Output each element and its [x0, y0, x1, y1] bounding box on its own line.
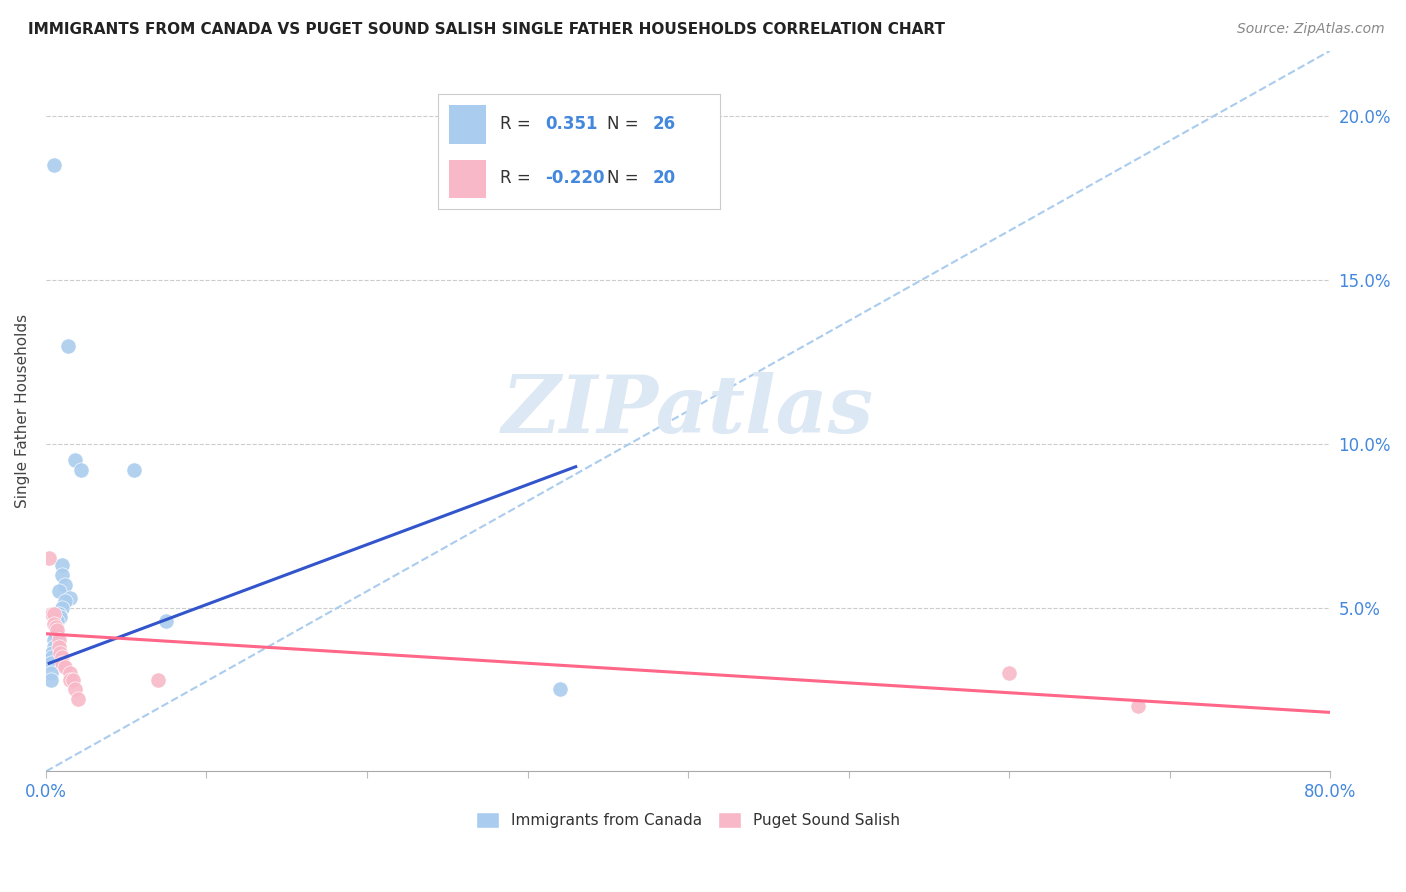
Point — [59, 591, 82, 605]
Point — [45, 627, 67, 641]
Point — [39, 657, 62, 671]
Point — [53, 594, 76, 608]
Point — [42, 633, 65, 648]
Point — [49, 610, 72, 624]
Point — [48, 640, 70, 654]
Point — [49, 647, 72, 661]
Point — [45, 620, 67, 634]
Text: Source: ZipAtlas.com: Source: ZipAtlas.com — [1237, 22, 1385, 37]
Point — [46, 614, 69, 628]
Point — [155, 614, 177, 628]
Y-axis label: Single Father Households: Single Father Households — [15, 314, 30, 508]
Point — [998, 666, 1021, 681]
Point — [42, 616, 65, 631]
Point — [67, 692, 90, 706]
Point — [51, 657, 73, 671]
Point — [41, 607, 63, 621]
Point — [59, 666, 82, 681]
Point — [39, 666, 62, 681]
Text: IMMIGRANTS FROM CANADA VS PUGET SOUND SALISH SINGLE FATHER HOUSEHOLDS CORRELATIO: IMMIGRANTS FROM CANADA VS PUGET SOUND SA… — [28, 22, 945, 37]
Point — [51, 600, 73, 615]
Point — [48, 633, 70, 648]
Point — [38, 551, 60, 566]
Legend: Immigrants from Canada, Puget Sound Salish: Immigrants from Canada, Puget Sound Sali… — [468, 805, 907, 836]
Point — [70, 463, 93, 477]
Point — [48, 584, 70, 599]
Point — [51, 649, 73, 664]
Text: ZIPatlas: ZIPatlas — [502, 372, 875, 450]
Point — [42, 607, 65, 621]
Point — [548, 682, 571, 697]
Point — [62, 673, 84, 687]
Point — [122, 463, 145, 477]
Point — [58, 338, 80, 352]
Point — [1126, 698, 1149, 713]
Point — [42, 158, 65, 172]
Point — [63, 453, 86, 467]
Point — [41, 649, 63, 664]
Point — [53, 577, 76, 591]
Point — [41, 647, 63, 661]
Point — [48, 607, 70, 621]
Point — [63, 682, 86, 697]
Point — [46, 624, 69, 638]
Point — [51, 558, 73, 572]
Point — [148, 673, 170, 687]
Point — [51, 567, 73, 582]
Point — [45, 620, 67, 634]
Point — [53, 659, 76, 673]
Point — [39, 673, 62, 687]
Point — [59, 673, 82, 687]
Point — [42, 640, 65, 654]
